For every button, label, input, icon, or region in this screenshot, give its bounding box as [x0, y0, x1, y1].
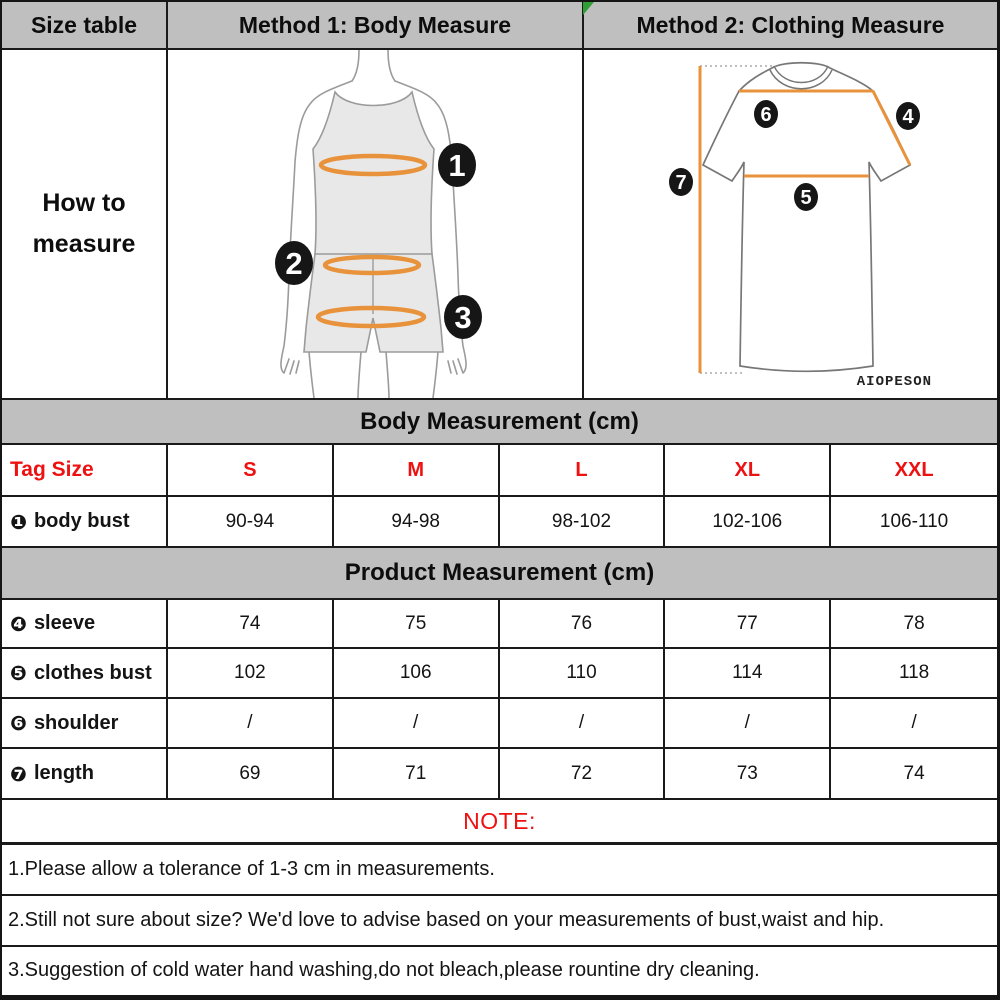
- sleeve-m: 75: [334, 600, 500, 647]
- size-col-m: M: [334, 445, 500, 495]
- circled-5-icon: ❺: [10, 661, 27, 685]
- how-to-measure-label: How to measure: [32, 188, 136, 258]
- shoulder-xl: /: [665, 699, 832, 747]
- body-bust-xxl: 106-110: [879, 510, 949, 532]
- body-marker-3: 3: [444, 295, 482, 339]
- row-label-shoulder: ❻ shoulder: [2, 699, 168, 747]
- clothing-measure-diagram: 6 4 7 5 AIOPESON: [669, 61, 932, 390]
- body-diagram-cell: 1 2 3: [168, 50, 584, 398]
- clothes-bust-m: 106: [334, 649, 500, 697]
- header-method2: Method 2: Clothing Measure: [583, 2, 997, 48]
- row-label-clothes-bust: ❺ clothes bust: [2, 649, 168, 697]
- table-row-clothes-bust: ❺ clothes bust 102 106 110 114 118: [2, 649, 997, 699]
- length-s: 69: [168, 749, 334, 798]
- body-marker-2-label: 2: [285, 246, 302, 281]
- shirt-marker-4: 4: [896, 102, 920, 130]
- product-measurement-section-title: Product Measurement (cm): [2, 548, 997, 600]
- body-marker-1: 1: [438, 143, 476, 187]
- size-col-xl: XL: [665, 445, 832, 495]
- body-measure-bands: [315, 153, 428, 329]
- clothes-bust-xl: 114: [665, 649, 832, 697]
- size-col-l: L: [500, 445, 666, 495]
- header-size-table: Size table: [2, 2, 168, 48]
- circled-6-icon: ❻: [10, 711, 27, 735]
- tshirt-shape: [701, 61, 912, 373]
- note-item-2: 2.Still not sure about size? We'd love t…: [2, 896, 997, 947]
- brand-watermark: AIOPESON: [857, 374, 932, 390]
- sleeve-xxl: 78: [903, 612, 925, 634]
- body-marker-2: 2: [275, 241, 313, 285]
- length-m: 71: [334, 749, 500, 798]
- body-measure-diagram: 1 2 3: [275, 50, 482, 398]
- row-label-length: ❼ length: [2, 749, 168, 798]
- body-marker-3-label: 3: [454, 300, 471, 335]
- body-measurement-section-title: Body Measurement (cm): [2, 400, 997, 445]
- clothes-bust-l: 110: [500, 649, 666, 697]
- shirt-marker-4-label: 4: [902, 106, 914, 128]
- size-col-s: S: [168, 445, 334, 495]
- shirt-marker-7-label: 7: [675, 172, 686, 194]
- shirt-marker-6: 6: [754, 100, 778, 128]
- note-item-3: 3.Suggestion of cold water hand washing,…: [8, 959, 760, 981]
- length-xl: 73: [665, 749, 832, 798]
- table-row-shoulder: ❻ shoulder / / / / /: [2, 699, 997, 749]
- shirt-marker-7: 7: [669, 168, 693, 196]
- body-bust-m: 94-98: [334, 497, 500, 546]
- length-guide-dotted-lines: [700, 65, 776, 374]
- shirt-diagram-cell: 6 4 7 5 AIOPESON: [584, 50, 997, 398]
- table-row-body-bust: ❶ body bust 90-94 94-98 98-102 102-106 1…: [2, 497, 997, 548]
- length-xxl: 74: [903, 762, 925, 784]
- shoulder-s: /: [168, 699, 334, 747]
- shirt-marker-5: 5: [794, 183, 818, 211]
- sleeve-xl: 77: [665, 600, 832, 647]
- body-marker-1-label: 1: [448, 148, 465, 183]
- green-corner-marker-icon: [583, 2, 594, 15]
- shoulder-m: /: [334, 699, 500, 747]
- body-bust-l: 98-102: [500, 497, 666, 546]
- shirt-marker-6-label: 6: [760, 104, 771, 126]
- shoulder-xxl: /: [911, 712, 917, 733]
- body-bust-s: 90-94: [168, 497, 334, 546]
- header-method1: Method 1: Body Measure: [168, 2, 584, 48]
- size-col-xxl: XXL: [894, 458, 934, 481]
- sleeve-s: 74: [168, 600, 334, 647]
- tag-size-label: Tag Size: [2, 445, 168, 495]
- illustration-row: How to measure: [2, 50, 997, 400]
- circled-1-icon: ❶: [10, 509, 27, 534]
- table-row-sleeve: ❹ sleeve 74 75 76 77 78: [2, 600, 997, 649]
- note-item-1: 1.Please allow a tolerance of 1-3 cm in …: [2, 845, 997, 896]
- table-row-length: ❼ length 69 71 72 73 74: [2, 749, 997, 800]
- row-label-sleeve: ❹ sleeve: [2, 600, 168, 647]
- shoulder-l: /: [500, 699, 666, 747]
- shirt-measure-lines: [698, 66, 912, 373]
- clothes-bust-s: 102: [168, 649, 334, 697]
- row-label-body-bust: ❶ body bust: [2, 497, 168, 546]
- circled-4-icon: ❹: [10, 611, 27, 636]
- body-bust-xl: 102-106: [665, 497, 832, 546]
- sleeve-l: 76: [500, 600, 666, 647]
- header-method2-label: Method 2: Clothing Measure: [636, 11, 945, 38]
- table-header-row: Size table Method 1: Body Measure Method…: [2, 2, 997, 50]
- size-header-row: Tag Size S M L XL XXL: [2, 445, 997, 497]
- clothes-bust-xxl: 118: [898, 662, 930, 683]
- how-to-measure-cell: How to measure: [2, 50, 168, 398]
- length-l: 72: [500, 749, 666, 798]
- shirt-marker-5-label: 5: [800, 187, 811, 209]
- circled-7-icon: ❼: [10, 761, 27, 786]
- note-title: NOTE:: [2, 800, 997, 845]
